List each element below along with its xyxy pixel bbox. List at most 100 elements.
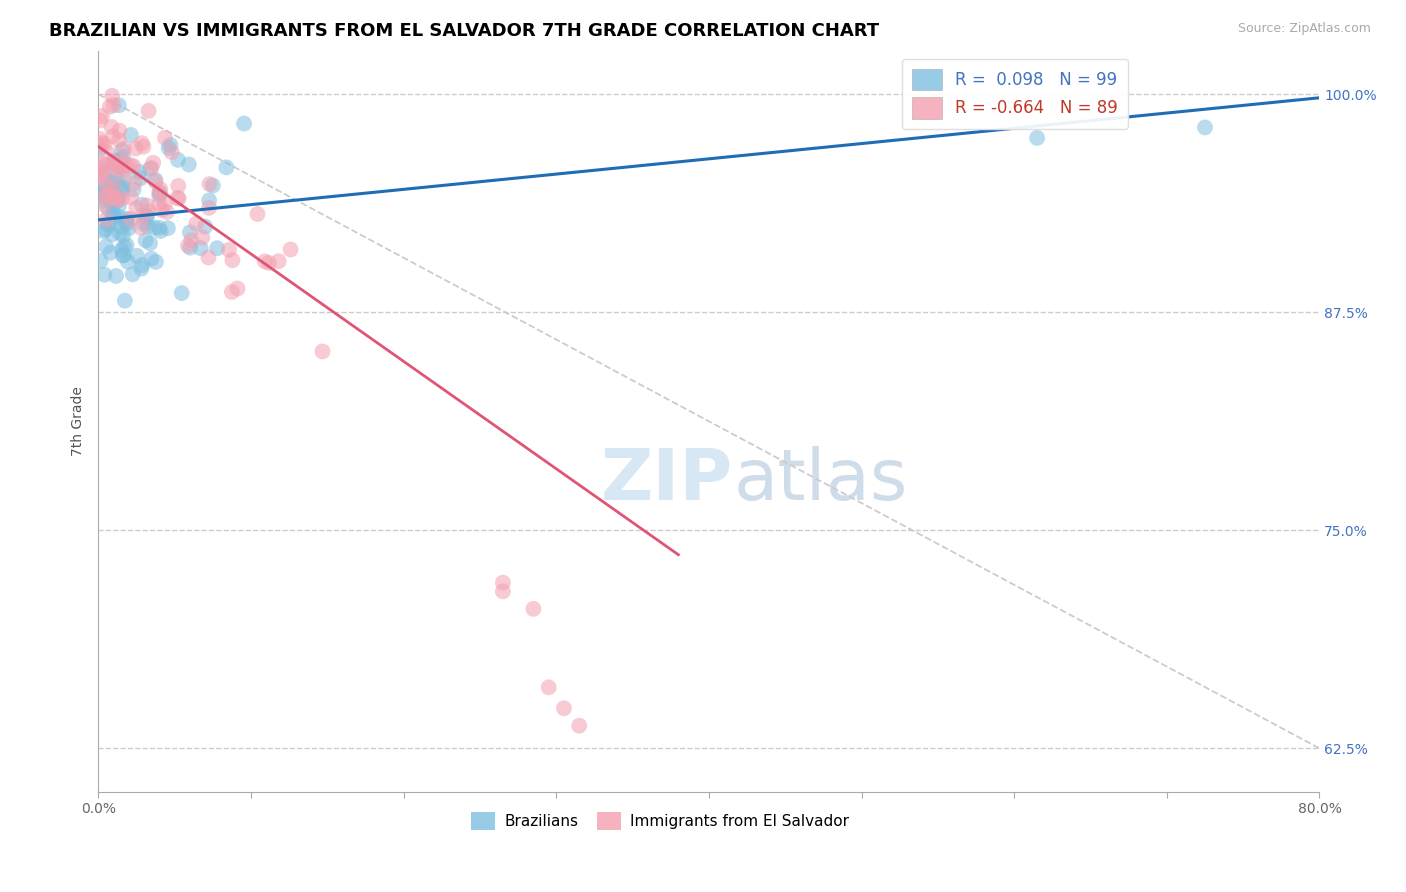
Point bbox=[198, 194, 221, 208]
Point bbox=[93, 268, 115, 282]
Point bbox=[311, 344, 333, 359]
Point bbox=[111, 248, 134, 262]
Point bbox=[98, 100, 121, 114]
Point bbox=[108, 198, 131, 212]
Point bbox=[167, 191, 190, 205]
Point bbox=[103, 157, 125, 171]
Point bbox=[135, 233, 157, 247]
Point bbox=[138, 103, 160, 118]
Point bbox=[96, 178, 118, 192]
Point bbox=[104, 156, 127, 170]
Point bbox=[157, 141, 180, 155]
Point bbox=[101, 88, 124, 103]
Point bbox=[120, 158, 142, 172]
Point bbox=[136, 219, 159, 233]
Point bbox=[132, 139, 155, 153]
Point bbox=[121, 268, 143, 282]
Point bbox=[180, 233, 202, 247]
Point bbox=[135, 211, 157, 225]
Point bbox=[149, 182, 172, 196]
Point bbox=[194, 219, 217, 234]
Point bbox=[145, 175, 167, 189]
Point bbox=[568, 719, 591, 733]
Point bbox=[89, 253, 111, 268]
Point bbox=[90, 157, 112, 171]
Point bbox=[156, 221, 179, 235]
Point bbox=[93, 167, 115, 181]
Point bbox=[139, 161, 162, 176]
Point bbox=[103, 191, 125, 205]
Point bbox=[136, 204, 159, 219]
Point bbox=[111, 180, 134, 194]
Point bbox=[111, 192, 134, 206]
Point bbox=[96, 145, 118, 160]
Point bbox=[141, 161, 163, 175]
Point bbox=[108, 123, 131, 137]
Point bbox=[90, 189, 112, 203]
Point bbox=[93, 198, 115, 212]
Point bbox=[101, 154, 124, 169]
Point bbox=[110, 153, 132, 167]
Point bbox=[141, 252, 163, 266]
Point bbox=[148, 196, 170, 211]
Point bbox=[111, 144, 134, 158]
Point bbox=[179, 225, 201, 239]
Point bbox=[156, 205, 179, 219]
Point bbox=[89, 142, 111, 156]
Text: Source: ZipAtlas.com: Source: ZipAtlas.com bbox=[1237, 22, 1371, 36]
Point bbox=[111, 184, 134, 198]
Point bbox=[93, 224, 115, 238]
Point bbox=[96, 186, 118, 201]
Point bbox=[91, 109, 114, 123]
Point bbox=[125, 249, 148, 263]
Point bbox=[122, 159, 145, 173]
Point bbox=[124, 176, 146, 190]
Point bbox=[103, 179, 125, 194]
Point bbox=[122, 182, 145, 196]
Point bbox=[89, 169, 111, 183]
Point bbox=[143, 220, 166, 235]
Point bbox=[115, 214, 138, 228]
Legend: Brazilians, Immigrants from El Salvador: Brazilians, Immigrants from El Salvador bbox=[465, 806, 855, 836]
Point bbox=[114, 293, 136, 308]
Point bbox=[115, 238, 138, 252]
Point bbox=[89, 186, 111, 201]
Point bbox=[115, 211, 138, 226]
Point bbox=[522, 602, 544, 616]
Point bbox=[139, 236, 162, 251]
Point bbox=[131, 136, 153, 151]
Point bbox=[128, 165, 150, 179]
Text: ZIP: ZIP bbox=[602, 446, 734, 515]
Point bbox=[170, 286, 193, 301]
Point bbox=[103, 206, 125, 220]
Point bbox=[257, 256, 280, 270]
Point bbox=[97, 202, 120, 216]
Point bbox=[110, 243, 132, 257]
Point bbox=[101, 227, 124, 242]
Point bbox=[215, 161, 238, 175]
Point bbox=[101, 198, 124, 212]
Point bbox=[148, 220, 170, 235]
Point bbox=[112, 248, 135, 262]
Point bbox=[159, 138, 181, 153]
Point bbox=[98, 245, 121, 260]
Point bbox=[112, 142, 135, 156]
Point bbox=[110, 219, 132, 234]
Point bbox=[179, 241, 201, 255]
Point bbox=[1194, 120, 1216, 135]
Point bbox=[93, 137, 115, 152]
Point bbox=[167, 178, 190, 193]
Point bbox=[112, 150, 135, 164]
Point bbox=[167, 153, 190, 167]
Point bbox=[105, 193, 128, 207]
Point bbox=[100, 174, 122, 188]
Point bbox=[94, 189, 117, 203]
Point bbox=[186, 217, 208, 231]
Point bbox=[101, 181, 124, 195]
Point bbox=[111, 165, 134, 179]
Point bbox=[150, 202, 173, 217]
Point bbox=[221, 253, 243, 268]
Point bbox=[129, 220, 152, 235]
Point bbox=[135, 198, 157, 212]
Point bbox=[101, 129, 124, 144]
